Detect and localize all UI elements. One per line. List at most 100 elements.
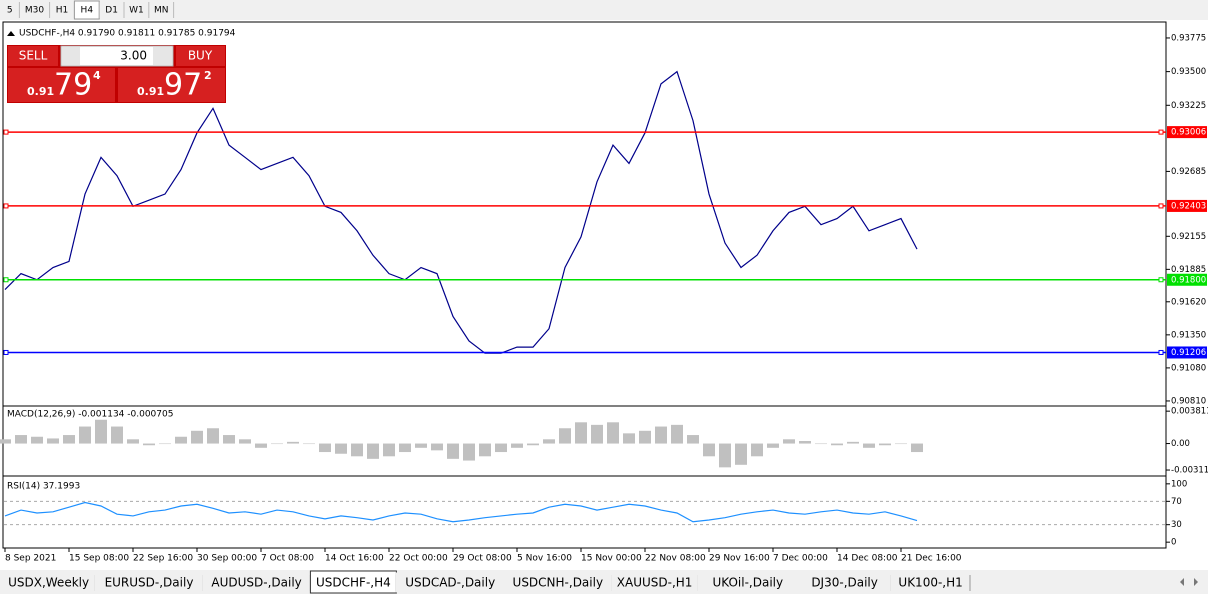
macd-bar [735,443,747,465]
tab-label[interactable]: USDCNH-,Daily [513,576,604,590]
sell-price-big: 79 [54,68,92,103]
x-tick-label: 22 Nov 08:00 [645,554,706,564]
macd-bar [447,443,459,459]
lot-up[interactable] [153,47,172,65]
level-handle[interactable] [1158,349,1164,355]
macd-bar [911,443,923,453]
level-handle[interactable] [1158,203,1164,209]
timeframe[interactable]: W1 [129,6,144,16]
tab-label[interactable]: USDCAD-,Daily [405,576,495,590]
level-handle[interactable] [1158,129,1164,135]
level-handle[interactable] [1158,277,1164,283]
x-tick-label: 15 Nov 00:00 [581,554,642,564]
macd-bar [287,441,299,444]
price-line [4,70,918,354]
macd-bar [847,441,859,444]
macd-bar [175,436,187,444]
tab-label[interactable]: UK100-,H1 [898,576,962,590]
macd-bar [895,443,907,445]
x-tick-label: 22 Oct 00:00 [389,554,448,564]
timeframe[interactable]: 5 [7,6,13,16]
macd-bar [527,443,539,446]
chart-frame [2,21,1167,549]
sell-price-sup: 4 [93,69,101,82]
macd-bar [591,424,603,444]
tab-label[interactable]: EURUSD-,Daily [105,576,194,590]
macd-title: MACD(12,26,9) -0.001134 -0.000705 [7,410,173,420]
sell-price-prefix: 0.91 [27,85,54,98]
x-tick-label: 29 Nov 16:00 [709,554,770,564]
timeframe[interactable]: H4 [81,6,94,16]
lot-input[interactable] [60,45,174,67]
macd-bar [655,426,667,444]
macd-bar [159,443,171,445]
macd-bar [831,443,843,446]
y-tick-label: 0.92155 [1171,232,1206,242]
x-tick-label: 21 Dec 16:00 [901,554,962,564]
level-tag [1167,199,1207,212]
macd-bar [783,439,795,444]
level-handle[interactable] [3,277,9,283]
macd-bar [479,443,491,457]
tab-label[interactable]: DJ30-,Daily [811,576,878,590]
x-tick-label: 7 Oct 08:00 [261,554,314,564]
macd-bar [303,443,315,445]
macd-bar [511,443,523,448]
macd-bar [31,436,43,444]
timeframe[interactable]: M30 [25,6,44,16]
collapse-icon[interactable] [7,31,15,36]
y-tick-label: 70 [1171,497,1182,507]
level-handle[interactable] [3,203,9,209]
tab-label[interactable]: AUDUSD-,Daily [211,576,301,590]
level-tag [1167,346,1207,359]
macd-bar [335,443,347,454]
macd-bar [271,443,283,445]
sell-price-box[interactable] [8,68,115,102]
macd-bar [239,439,251,444]
tab-label[interactable]: USDX,Weekly [8,576,89,590]
buy-price-sup: 2 [204,69,212,82]
sell-label[interactable]: SELL [19,49,48,63]
x-tick-label: 29 Oct 08:00 [453,554,512,564]
macd-bar [687,435,699,444]
timeframe[interactable]: D1 [105,6,118,16]
tab-label[interactable]: XAUUSD-,H1 [617,576,693,590]
tab-label[interactable]: UKOil-,Daily [712,576,783,590]
buy-label[interactable]: BUY [188,49,213,63]
macd-bar [0,439,11,444]
x-tick-label: 22 Sep 16:00 [133,554,193,564]
y-tick-label: 0.93500 [1171,67,1206,77]
y-tick-label: 0.91350 [1171,330,1206,340]
x-tick-label: 15 Sep 08:00 [69,554,129,564]
level-label: 0.92403 [1171,201,1206,211]
macd-bar [607,422,619,444]
macd-bar [95,419,107,444]
lot-value[interactable]: 3.00 [120,49,147,63]
macd-bar [223,435,235,444]
tab-label[interactable]: USDCHF-,H4 [316,576,391,590]
macd-bar [47,438,59,444]
buy-price-box[interactable] [118,68,225,102]
macd-bar [207,428,219,444]
y-tick-label: 0.91885 [1171,265,1206,275]
macd-bar [383,443,395,457]
y-tick-label: 0.90810 [1171,396,1206,406]
macd-bar [319,443,331,453]
macd-bar [127,439,139,444]
level-handle[interactable] [3,349,9,355]
y-tick-label: 100 [1171,479,1187,489]
buy-button[interactable] [176,46,225,66]
y-tick-label: 0.91620 [1171,297,1206,307]
lot-down[interactable] [62,47,80,65]
x-tick-label: 5 Nov 16:00 [517,554,572,564]
timeframe[interactable]: MN [154,6,169,16]
sell-button[interactable] [8,46,58,66]
macd-bar [191,430,203,444]
timeframe[interactable]: H1 [56,6,69,16]
macd-bar [255,443,267,448]
x-tick-label: 8 Sep 2021 [5,554,56,564]
x-tick-label: 30 Sep 00:00 [197,554,257,564]
level-handle[interactable] [3,129,9,135]
macd-bar [879,443,891,446]
tab-scroll[interactable] [1180,578,1198,586]
